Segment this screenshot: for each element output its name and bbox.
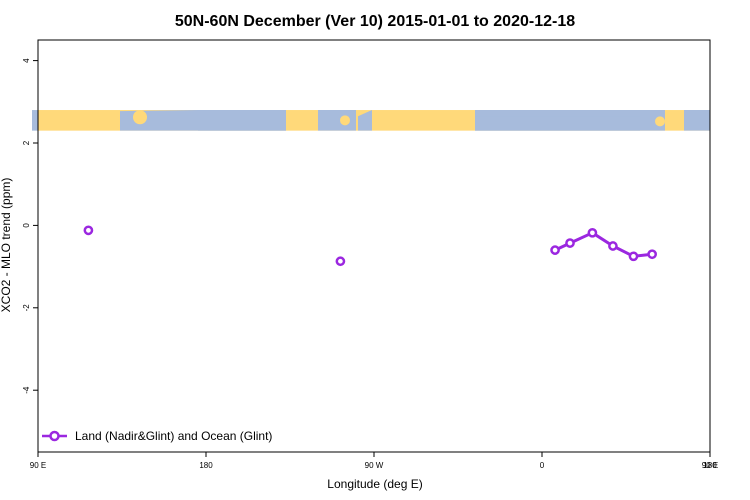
map-ocean bbox=[358, 110, 372, 131]
x-tick-label: 90 E bbox=[702, 461, 718, 470]
data-point bbox=[587, 227, 598, 238]
series-layer bbox=[83, 225, 657, 267]
x-tick-label: 90 E bbox=[30, 461, 46, 470]
y-axis: 4 2 0 -2 -4 bbox=[22, 58, 38, 394]
map-land bbox=[674, 114, 682, 123]
legend-label: Land (Nadir&Glint) and Ocean (Glint) bbox=[75, 429, 272, 443]
map-ocean bbox=[318, 110, 356, 131]
y-tick-label: 2 bbox=[22, 140, 31, 145]
data-point bbox=[550, 245, 560, 255]
data-point bbox=[565, 238, 575, 248]
data-point bbox=[647, 249, 657, 260]
y-tick-label: 4 bbox=[22, 58, 31, 63]
y-tick-label: 0 bbox=[22, 223, 31, 228]
data-point bbox=[83, 225, 94, 236]
y-axis-label: XCO2 - MLO trend (ppm) bbox=[0, 178, 13, 313]
data-point bbox=[628, 251, 639, 262]
x-tick-label: 0 bbox=[540, 461, 545, 470]
map-ocean bbox=[120, 110, 198, 131]
map-land bbox=[133, 110, 147, 125]
chart-title: 50N-60N December (Ver 10) 2015-01-01 to … bbox=[175, 13, 575, 30]
y-tick-label: -4 bbox=[22, 386, 31, 394]
map-ocean bbox=[684, 110, 710, 131]
map-land bbox=[655, 116, 665, 127]
legend: Land (Nadir&Glint) and Ocean (Glint) bbox=[42, 429, 272, 443]
x-axis-label: Longitude (deg E) bbox=[327, 477, 422, 491]
map-ocean bbox=[198, 120, 286, 131]
x-tick-label: 180 bbox=[199, 461, 213, 470]
map-land bbox=[340, 115, 350, 126]
x-tick-label: 180 bbox=[703, 461, 717, 470]
map-ocean bbox=[32, 110, 38, 131]
y-tick-label: -2 bbox=[22, 304, 31, 312]
map-ocean bbox=[475, 116, 640, 131]
x-tick-label: 90 W bbox=[365, 461, 384, 470]
data-point bbox=[335, 256, 346, 267]
legend-point-marker bbox=[49, 430, 60, 442]
data-point bbox=[608, 241, 618, 251]
world-map-band bbox=[32, 110, 710, 131]
map-land bbox=[434, 115, 442, 124]
